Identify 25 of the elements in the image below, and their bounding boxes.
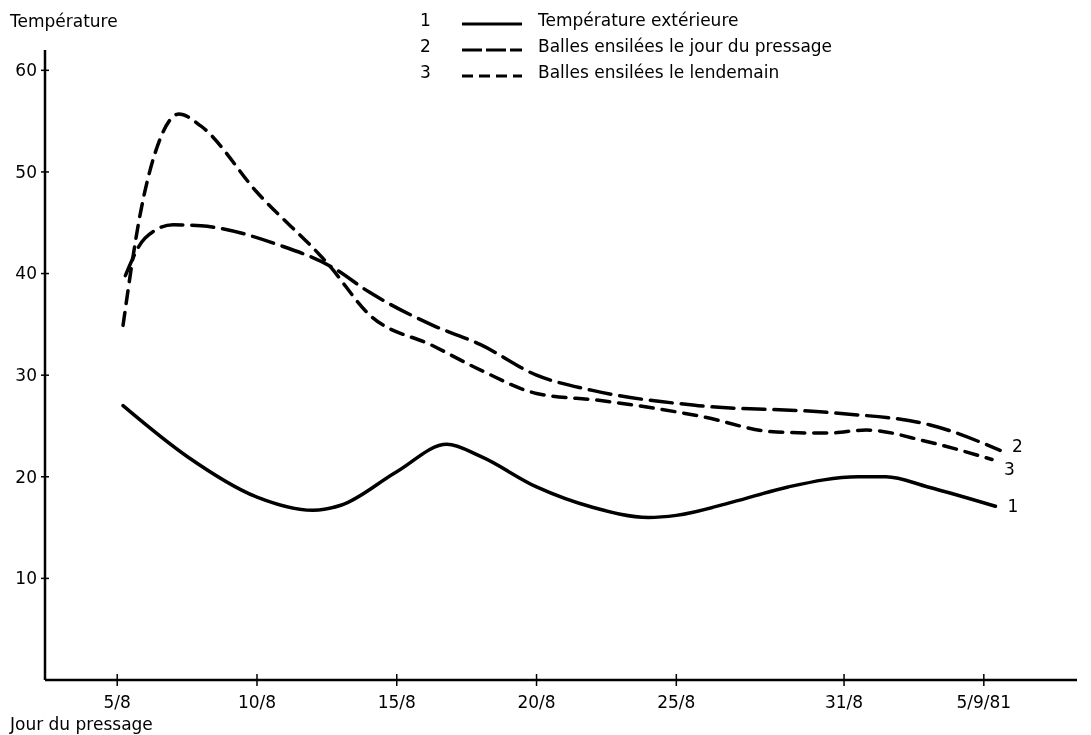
y-tick-label: 40 bbox=[15, 263, 37, 284]
line-series bbox=[121, 403, 998, 520]
x-axis-title: Jour du pressage bbox=[9, 714, 153, 734]
annotation: 1 bbox=[1007, 496, 1019, 517]
x-tick-label: 20/8 bbox=[517, 692, 556, 712]
x-tick-label: 5/8 bbox=[103, 692, 131, 712]
legend-label: Température extérieure bbox=[537, 9, 739, 30]
y-tick-label: 50 bbox=[15, 161, 37, 182]
x-tick-label: 15/8 bbox=[377, 692, 416, 712]
y-tick-label: 20 bbox=[15, 466, 37, 487]
legend-label: Balles ensilées le jour du pressage bbox=[538, 35, 833, 56]
legend-label: Balles ensilées le lendemain bbox=[538, 61, 780, 82]
x-tick-label: 10/8 bbox=[237, 692, 277, 712]
x-tick-label: 31/8 bbox=[824, 692, 864, 712]
y-tick-label: 30 bbox=[15, 365, 37, 386]
y-tick-label: 60 bbox=[15, 60, 37, 81]
annotation: 2 bbox=[1012, 436, 1023, 457]
x-tick-label: 5/9/81 bbox=[956, 692, 1012, 712]
text: 2 bbox=[420, 35, 431, 56]
y-axis-title: Température bbox=[9, 11, 118, 31]
text: 3 bbox=[420, 61, 431, 82]
x-tick-label: 25/8 bbox=[657, 692, 696, 712]
text: 1 bbox=[420, 9, 431, 30]
y-tick-label: 10 bbox=[15, 568, 37, 589]
annotation: 3 bbox=[1003, 459, 1015, 480]
